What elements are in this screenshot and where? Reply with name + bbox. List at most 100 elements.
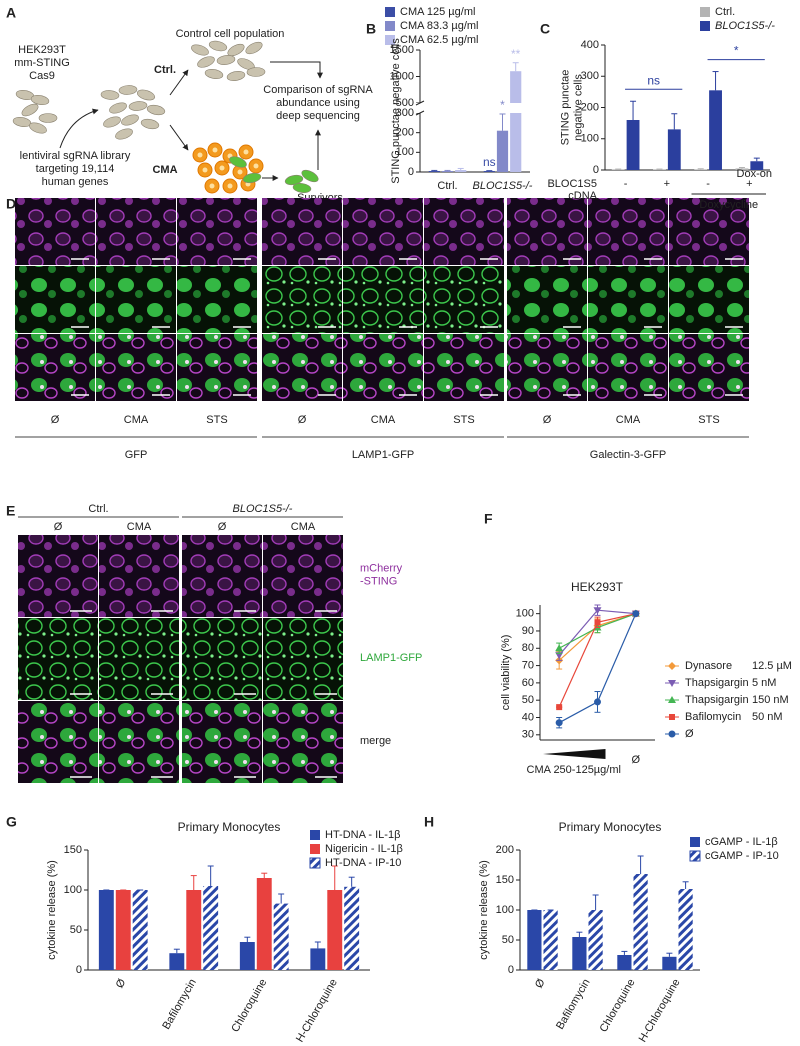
x-tick-label: Ctrl.	[437, 180, 457, 192]
arrow	[169, 69, 189, 96]
legend-label: Thapsigargin	[685, 677, 749, 689]
bar	[327, 890, 343, 970]
cell	[191, 44, 209, 56]
dead-cell-core	[202, 167, 208, 173]
cell	[229, 156, 247, 168]
bar	[750, 161, 764, 170]
column-label: CMA	[371, 414, 396, 426]
y-tick-label: 100	[516, 608, 534, 620]
y-tick-label: 50	[502, 934, 514, 946]
cell	[38, 113, 58, 123]
column-label: CMA	[616, 414, 641, 426]
group-label: LAMP1-GFP	[352, 449, 414, 461]
micrograph	[507, 334, 587, 401]
x-tick-label: Chloroquine	[598, 977, 638, 1034]
bar	[483, 171, 495, 172]
comparison-text: Comparison of sgRNA	[263, 84, 373, 96]
cell	[245, 41, 263, 55]
group-label: Galectin-3-GFP	[590, 449, 666, 461]
column-label: STS	[453, 414, 474, 426]
y-tick-label: 200	[581, 101, 599, 113]
cell	[246, 67, 266, 77]
y-tick-label: 1500	[390, 44, 414, 56]
micrograph	[15, 266, 95, 333]
y-tick-label: 0	[508, 964, 514, 976]
bar	[572, 937, 587, 970]
micrograph	[424, 334, 504, 401]
bar	[626, 120, 640, 170]
y-tick-label: 200	[396, 127, 414, 139]
cell	[292, 183, 312, 193]
y-tick-label: 100	[496, 904, 514, 916]
y-tick-label: 0	[408, 166, 414, 178]
chart-title: HEK293T	[571, 580, 624, 594]
control-title: Control cell population	[176, 28, 285, 40]
y-tick-label: 400	[581, 39, 599, 51]
bar	[709, 90, 722, 170]
column-label: Ø	[298, 414, 307, 426]
dox-label: Dox-on	[737, 168, 772, 180]
x-tick-label: BLOC1S5-/-	[473, 180, 533, 192]
y-tick-label: 100	[64, 884, 82, 896]
bar	[617, 955, 632, 970]
row-label: mCherry	[360, 562, 403, 574]
legend-dose: 50 nM	[752, 711, 783, 723]
bar	[527, 910, 542, 970]
bar	[496, 130, 509, 172]
bar	[256, 878, 272, 970]
cdna-label: cDNA	[568, 190, 597, 202]
legend-marker	[668, 696, 676, 703]
panel-label: C	[540, 21, 550, 37]
group-label: GFP	[125, 449, 148, 461]
cell	[204, 69, 224, 79]
y-tick-label: 200	[496, 844, 514, 856]
y-tick-label: 1000	[390, 70, 414, 82]
point	[593, 607, 602, 615]
point	[555, 719, 563, 727]
legend-swatch	[310, 844, 320, 854]
bar	[678, 889, 693, 970]
micrograph	[507, 198, 587, 265]
micrograph	[263, 535, 343, 617]
micrograph	[99, 701, 179, 783]
x-tick-label: H-Chloroquine	[637, 977, 683, 1044]
break-mark	[415, 100, 425, 106]
cell	[197, 56, 215, 68]
bar	[694, 169, 708, 170]
micrograph	[424, 198, 504, 265]
micrograph	[177, 334, 257, 401]
x-tick-label: Ø	[632, 754, 641, 766]
x-tick-label: -	[706, 178, 710, 190]
bar	[588, 910, 603, 970]
legend-marker	[668, 662, 676, 670]
dead-cell-core	[197, 152, 203, 158]
x-tick-label: -	[624, 178, 628, 190]
cell	[216, 55, 236, 65]
bar	[273, 903, 289, 970]
panel-label: F	[484, 511, 493, 527]
cell	[29, 122, 47, 134]
bar	[115, 890, 131, 970]
legend-swatch	[690, 837, 700, 847]
cell	[227, 43, 245, 57]
concentration-wedge	[543, 749, 606, 759]
row-label: merge	[360, 735, 391, 747]
cell	[301, 169, 319, 183]
dead-cell-core	[209, 183, 215, 189]
y-tick-label: 100	[581, 133, 599, 145]
cell	[242, 172, 262, 184]
micrograph	[96, 198, 176, 265]
column-label: Ø	[54, 521, 63, 533]
library-text: human genes	[42, 176, 109, 188]
micrograph	[588, 198, 668, 265]
legend-label: Thapsigargin	[685, 694, 749, 706]
micrograph	[424, 266, 504, 333]
micrograph	[343, 266, 423, 333]
bar	[662, 956, 677, 970]
column-label: CMA	[291, 521, 316, 533]
y-tick-label: 60	[522, 677, 534, 689]
panel-label: D	[6, 196, 16, 212]
legend-label: CMA 83.3 µg/ml	[400, 20, 478, 32]
cdna-label: BLOC1S5	[547, 178, 597, 190]
